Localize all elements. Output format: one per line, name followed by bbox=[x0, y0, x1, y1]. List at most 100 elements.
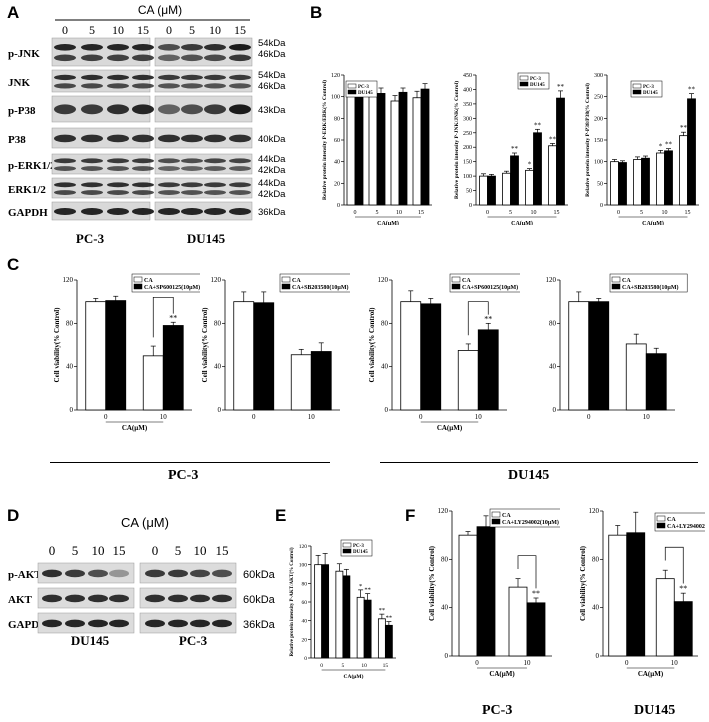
x-axis-label: CA(μM) bbox=[638, 670, 664, 678]
panel-letter-f: F bbox=[405, 506, 416, 525]
significance-mark: * bbox=[359, 583, 362, 590]
legend-entry: CA bbox=[292, 278, 301, 284]
c-pc3-label: PC-3 bbox=[168, 468, 199, 483]
panel-a-blot-right bbox=[154, 201, 253, 221]
blot-band bbox=[158, 134, 180, 143]
y-axis-label: Relative protein intensity P-AKT/AKT(% C… bbox=[290, 547, 295, 656]
blot-band bbox=[65, 594, 85, 603]
legend-swatch bbox=[451, 276, 461, 283]
y-tick-label: 0 bbox=[304, 656, 307, 662]
blot-band bbox=[204, 104, 226, 115]
panel-d-row-label: p-AKT bbox=[8, 569, 42, 581]
blot-band bbox=[168, 594, 188, 603]
blot-band bbox=[65, 569, 85, 578]
blot-band bbox=[190, 594, 210, 603]
panel-a-kda-label: 44kDa bbox=[258, 154, 286, 165]
bar-series2 bbox=[105, 300, 127, 411]
panel-letter-e: E bbox=[275, 506, 287, 525]
y-tick-label: 300 bbox=[463, 116, 472, 122]
panel-a-row-label: JNK bbox=[8, 77, 30, 89]
c-du145-underline bbox=[380, 462, 698, 463]
panel-letter-b: B bbox=[310, 3, 323, 22]
blot-band bbox=[81, 190, 103, 195]
x-axis-label: CA(μM) bbox=[642, 220, 664, 225]
significance-bracket bbox=[152, 296, 174, 338]
blot-band bbox=[107, 44, 129, 51]
blot-band bbox=[107, 134, 129, 143]
x-axis-label: CA(μM) bbox=[437, 424, 463, 432]
blot-band bbox=[107, 74, 129, 81]
x-tick-label: 10 bbox=[531, 210, 537, 216]
y-tick-label: 40 bbox=[549, 363, 557, 371]
legend-swatch bbox=[656, 522, 666, 529]
panel-d-dose-left: 10 bbox=[92, 543, 105, 558]
bar-series1 bbox=[479, 175, 488, 206]
panel-a-cell-label-du145: DU145 bbox=[187, 231, 226, 246]
blot-band bbox=[107, 182, 129, 188]
blot-band bbox=[132, 54, 154, 62]
blot-band bbox=[158, 208, 180, 215]
blot-band bbox=[132, 44, 154, 51]
panel-a-row-label: P38 bbox=[8, 134, 26, 146]
panel-a-kda-label: 54kDa bbox=[258, 38, 286, 49]
chart-erk: 0 20 40 60 80 100 120 0 5 10 15 CA(μM) Relative prot… bbox=[321, 73, 432, 225]
bar-series1 bbox=[412, 97, 422, 206]
bar-series1 bbox=[85, 301, 107, 411]
legend-swatch bbox=[451, 283, 461, 290]
blot-band bbox=[181, 182, 203, 188]
blot-band bbox=[81, 83, 103, 89]
significance-mark: ** bbox=[484, 314, 492, 323]
legend-entry: CA+LY294002(10μM) bbox=[502, 519, 559, 526]
bar-series2 bbox=[321, 564, 330, 659]
bar-series2 bbox=[477, 329, 499, 411]
significance-mark: ** bbox=[386, 615, 393, 622]
y-tick-label: 0 bbox=[218, 406, 222, 414]
bar-series1 bbox=[314, 564, 323, 659]
bar-series2 bbox=[253, 302, 275, 411]
panel-a-kda-label: 36kDa bbox=[258, 207, 286, 218]
x-tick-label: 10 bbox=[396, 210, 402, 216]
blot-band bbox=[190, 569, 210, 578]
blot-band bbox=[212, 569, 232, 578]
legend-box bbox=[654, 512, 705, 532]
y-tick-label: 100 bbox=[463, 174, 472, 180]
panel-a-dose-left: 5 bbox=[89, 23, 95, 37]
significance-mark: ** bbox=[679, 584, 687, 593]
panel-a-blot-left bbox=[51, 153, 151, 175]
significance-mark: * bbox=[659, 142, 663, 150]
blot-band bbox=[107, 104, 129, 115]
y-tick-label: 60 bbox=[334, 138, 340, 144]
bar-series1 bbox=[400, 301, 422, 411]
c-pc3-underline bbox=[50, 462, 330, 463]
bar-series2 bbox=[626, 532, 646, 657]
blot-band bbox=[204, 83, 226, 89]
legend-swatch bbox=[491, 518, 501, 525]
blot-band bbox=[229, 104, 251, 115]
significance-mark: ** bbox=[379, 607, 386, 614]
panel-a-dose-right: 5 bbox=[189, 23, 195, 37]
legend-entry: DU145 bbox=[353, 550, 368, 555]
y-tick-label: 100 bbox=[331, 95, 340, 101]
blot-band bbox=[168, 569, 188, 578]
blot-band bbox=[145, 594, 165, 603]
blot-band bbox=[181, 190, 203, 195]
blot-band bbox=[132, 74, 154, 81]
y-tick-label: 400 bbox=[463, 87, 472, 93]
significance-bracket bbox=[467, 301, 489, 336]
x-tick-label: 0 bbox=[252, 413, 256, 421]
bar-series1 bbox=[142, 355, 164, 411]
legend-swatch bbox=[133, 276, 143, 283]
significance-bracket bbox=[517, 555, 537, 589]
panel-a-blot-right bbox=[154, 37, 253, 67]
blot-band bbox=[181, 208, 203, 215]
y-axis-label: Cell viability(% Control) bbox=[579, 545, 587, 621]
y-tick-label: 150 bbox=[594, 138, 603, 144]
x-tick-label: 15 bbox=[685, 210, 691, 216]
blot-band bbox=[42, 569, 62, 578]
panel-letter-c: C bbox=[7, 255, 20, 274]
bar-series2 bbox=[526, 602, 546, 657]
blot-band bbox=[204, 190, 226, 195]
